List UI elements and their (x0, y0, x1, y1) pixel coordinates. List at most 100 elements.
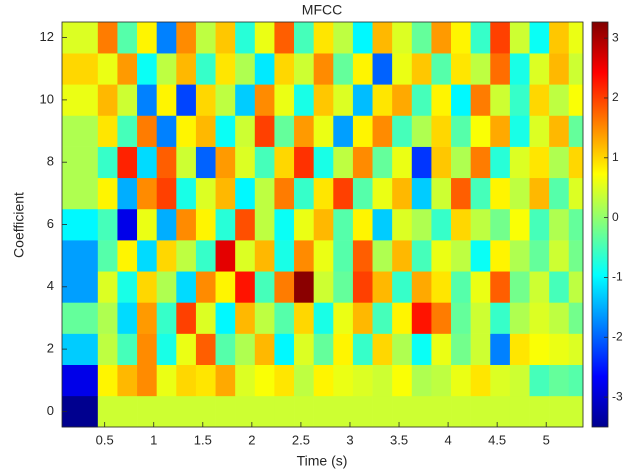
heatmap-cell (137, 333, 157, 365)
heatmap-cell (431, 364, 452, 397)
heatmap-cell (235, 271, 256, 303)
heatmap-cell (97, 115, 118, 147)
y-tick-label: 8 (47, 154, 54, 169)
heatmap-cell (215, 271, 236, 303)
heatmap-cell (411, 240, 432, 272)
heatmap-cell (352, 364, 373, 397)
heatmap-cell (235, 84, 256, 116)
colorbar (591, 21, 609, 428)
heatmap-cell (411, 84, 432, 116)
heatmap-cell (392, 146, 413, 179)
heatmap-cell (254, 22, 275, 54)
heatmap-cell (490, 302, 511, 334)
heatmap-cell (156, 240, 177, 272)
heatmap-cell (137, 240, 157, 272)
heatmap-cell (568, 271, 584, 303)
heatmap-cell (274, 208, 295, 241)
heatmap-cell (176, 333, 197, 365)
heatmap-cell (451, 302, 471, 334)
heatmap-cell (313, 146, 334, 179)
heatmap-cell (176, 146, 197, 179)
heatmap-cell (352, 240, 373, 272)
heatmap-cell (333, 53, 354, 85)
x-tick-label: 0.5 (96, 432, 114, 447)
heatmap-cell (254, 364, 275, 397)
heatmap-cell (97, 84, 118, 116)
heatmap-cell (451, 115, 471, 147)
y-tick-label: 10 (40, 91, 54, 106)
heatmap-cell (235, 364, 256, 397)
heatmap-cell (470, 208, 491, 241)
heatmap-cell (215, 395, 236, 428)
heatmap-cell (97, 364, 118, 397)
heatmap-cell (156, 84, 177, 116)
heatmap-cell (392, 84, 413, 116)
heatmap-cell (137, 53, 157, 85)
heatmap-cell (509, 84, 530, 116)
heatmap-cell (470, 53, 491, 85)
heatmap-cell (215, 302, 236, 334)
heatmap-cell (176, 177, 197, 210)
x-axis-label: Time (s) (297, 453, 348, 469)
heatmap-cell (117, 84, 138, 116)
heatmap-cell (294, 177, 314, 210)
heatmap-cell (372, 395, 393, 428)
heatmap-cell (470, 333, 491, 365)
heatmap-cell (156, 302, 177, 334)
heatmap-cell (333, 22, 354, 54)
x-tick-label: 3 (346, 432, 353, 447)
heatmap-cell (137, 208, 157, 241)
heatmap-cell (176, 240, 197, 272)
heatmap-cell (372, 302, 393, 334)
heatmap-cell (431, 333, 452, 365)
heatmap-cell (117, 271, 138, 303)
heatmap-cell (62, 271, 99, 303)
heatmap-cell (529, 22, 550, 54)
heatmap-cell (137, 302, 157, 334)
heatmap-cell (137, 395, 157, 428)
heatmap-cell (313, 240, 334, 272)
heatmap-cell (294, 333, 314, 365)
heatmap-cell (333, 364, 354, 397)
heatmap-cell (490, 395, 511, 428)
x-tick-label: 1 (150, 432, 157, 447)
heatmap-cell (62, 364, 99, 397)
heatmap-cell (509, 208, 530, 241)
heatmap-cell (195, 240, 216, 272)
heatmap-cell (352, 146, 373, 179)
heatmap-cell (470, 240, 491, 272)
heatmap-cell (352, 84, 373, 116)
heatmap-cell (254, 177, 275, 210)
heatmap-cell (470, 302, 491, 334)
heatmap-cell (372, 364, 393, 397)
heatmap-cell (62, 208, 99, 241)
heatmap-cell (529, 395, 550, 428)
heatmap-cell (490, 177, 511, 210)
heatmap-cell (215, 53, 236, 85)
heatmap-cell (392, 333, 413, 365)
heatmap-cell (372, 271, 393, 303)
heatmap-cell (568, 115, 584, 147)
heatmap-cell (509, 53, 530, 85)
heatmap-cell (509, 115, 530, 147)
heatmap-cell (254, 115, 275, 147)
heatmap-cell (392, 271, 413, 303)
heatmap-cell (156, 271, 177, 303)
heatmap-cell (235, 240, 256, 272)
heatmap-cell (235, 22, 256, 54)
heatmap-cell (137, 22, 157, 54)
heatmap-cell (529, 146, 550, 179)
heatmap-cell (451, 364, 471, 397)
heatmap-cell (352, 22, 373, 54)
heatmap-cell (137, 177, 157, 210)
heatmap-cell (176, 115, 197, 147)
heatmap-cell (176, 395, 197, 428)
heatmap-cell (431, 22, 452, 54)
heatmap-cell (274, 84, 295, 116)
heatmap-cell (235, 208, 256, 241)
heatmap-cell (490, 333, 511, 365)
heatmap-cell (411, 395, 432, 428)
heatmap-cell (470, 22, 491, 54)
heatmap-cell (411, 177, 432, 210)
heatmap-cell (470, 115, 491, 147)
